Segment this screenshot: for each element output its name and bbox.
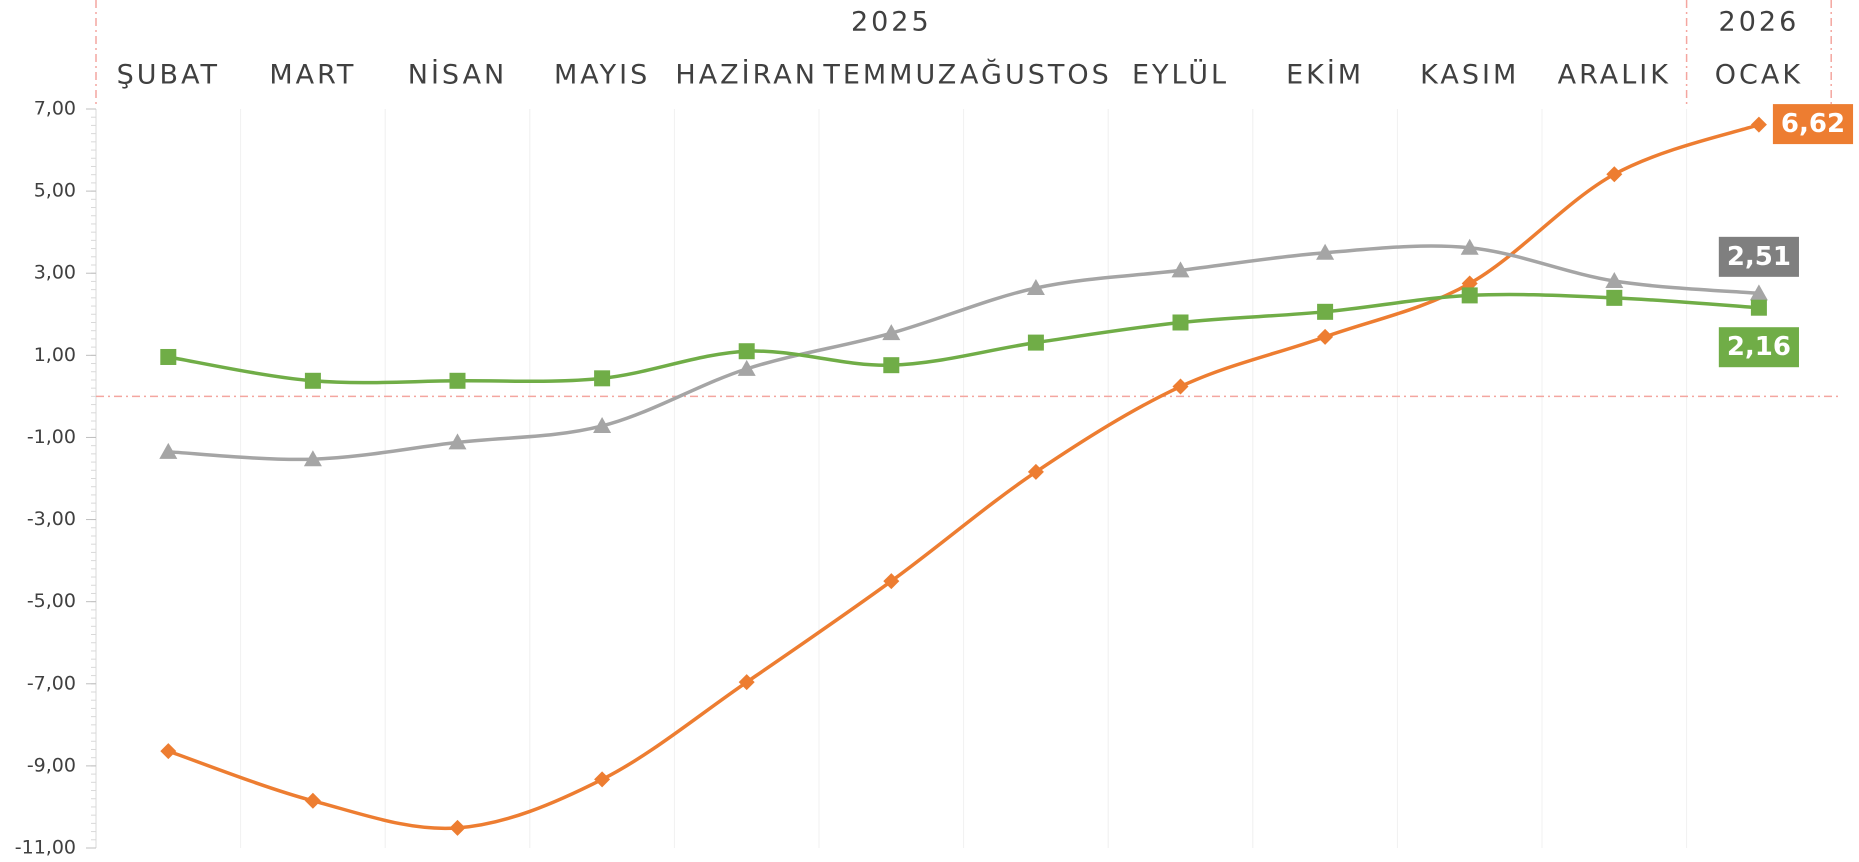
x-tick-label: KASIM	[1420, 60, 1519, 91]
marker	[1171, 261, 1190, 278]
marker	[1172, 378, 1189, 395]
period-label: 2026	[1719, 7, 1800, 38]
marker	[594, 771, 611, 788]
marker	[883, 573, 900, 590]
x-tick-label: TEMMUZ	[822, 60, 959, 91]
x-tick-label: MART	[269, 60, 356, 91]
y-tick-label: -3,00	[27, 508, 76, 530]
y-tick-label: 1,00	[34, 344, 76, 366]
marker	[594, 370, 611, 387]
y-tick-label: -11,00	[15, 837, 76, 859]
marker	[1027, 334, 1044, 351]
data-label: 2,51	[1727, 242, 1791, 272]
line	[168, 292, 1760, 385]
marker	[304, 792, 321, 809]
line	[167, 122, 1760, 831]
y-tick-label: -1,00	[27, 426, 76, 448]
y-tick-label: -5,00	[27, 590, 76, 612]
marker	[303, 450, 322, 467]
marker	[738, 674, 755, 691]
marker	[1605, 272, 1624, 289]
marker	[1750, 299, 1767, 316]
line	[168, 244, 1760, 462]
x-tick-label: EYLÜL	[1132, 59, 1229, 91]
marker	[1316, 243, 1335, 260]
x-tick-label: ARALIK	[1558, 60, 1671, 91]
marker	[449, 372, 466, 389]
data-label-box	[1772, 104, 1854, 145]
marker	[1317, 328, 1334, 345]
y-tick-label: -7,00	[27, 672, 76, 694]
y-tick-label: 7,00	[34, 98, 76, 120]
marker	[448, 433, 467, 450]
marker	[1750, 116, 1767, 133]
y-tick-label: -9,00	[27, 754, 76, 776]
marker	[1749, 284, 1768, 301]
marker	[1460, 238, 1479, 255]
x-tick-label: EKİM	[1286, 59, 1364, 91]
marker	[1317, 303, 1334, 320]
marker	[593, 416, 612, 433]
data-label: 6,62	[1781, 109, 1845, 139]
marker	[160, 348, 177, 365]
data-label-box	[1718, 327, 1799, 368]
marker	[1606, 166, 1623, 183]
x-tick-label: NİSAN	[408, 59, 507, 91]
y-tick-label: 5,00	[34, 180, 76, 202]
marker	[737, 359, 756, 376]
marker	[1606, 289, 1623, 306]
x-tick-label: ŞUBAT	[117, 60, 220, 91]
marker	[738, 343, 755, 360]
x-tick-label: AĞUSTOS	[960, 59, 1112, 91]
marker	[1461, 287, 1478, 304]
marker	[160, 743, 177, 760]
data-label: 2,16	[1727, 332, 1791, 362]
marker	[449, 819, 466, 836]
x-tick-label: OCAK	[1715, 60, 1803, 91]
marker	[1027, 463, 1044, 480]
x-tick-label: HAZİRAN	[675, 59, 818, 91]
marker	[1026, 279, 1045, 296]
marker	[159, 442, 178, 459]
period-label: 2025	[851, 7, 932, 38]
marker	[304, 372, 321, 389]
marker	[883, 357, 900, 374]
marker	[882, 324, 901, 341]
marker	[1172, 314, 1189, 331]
data-label-box	[1718, 236, 1799, 277]
y-tick-label: 3,00	[34, 262, 76, 284]
x-tick-label: MAYIS	[554, 60, 650, 91]
